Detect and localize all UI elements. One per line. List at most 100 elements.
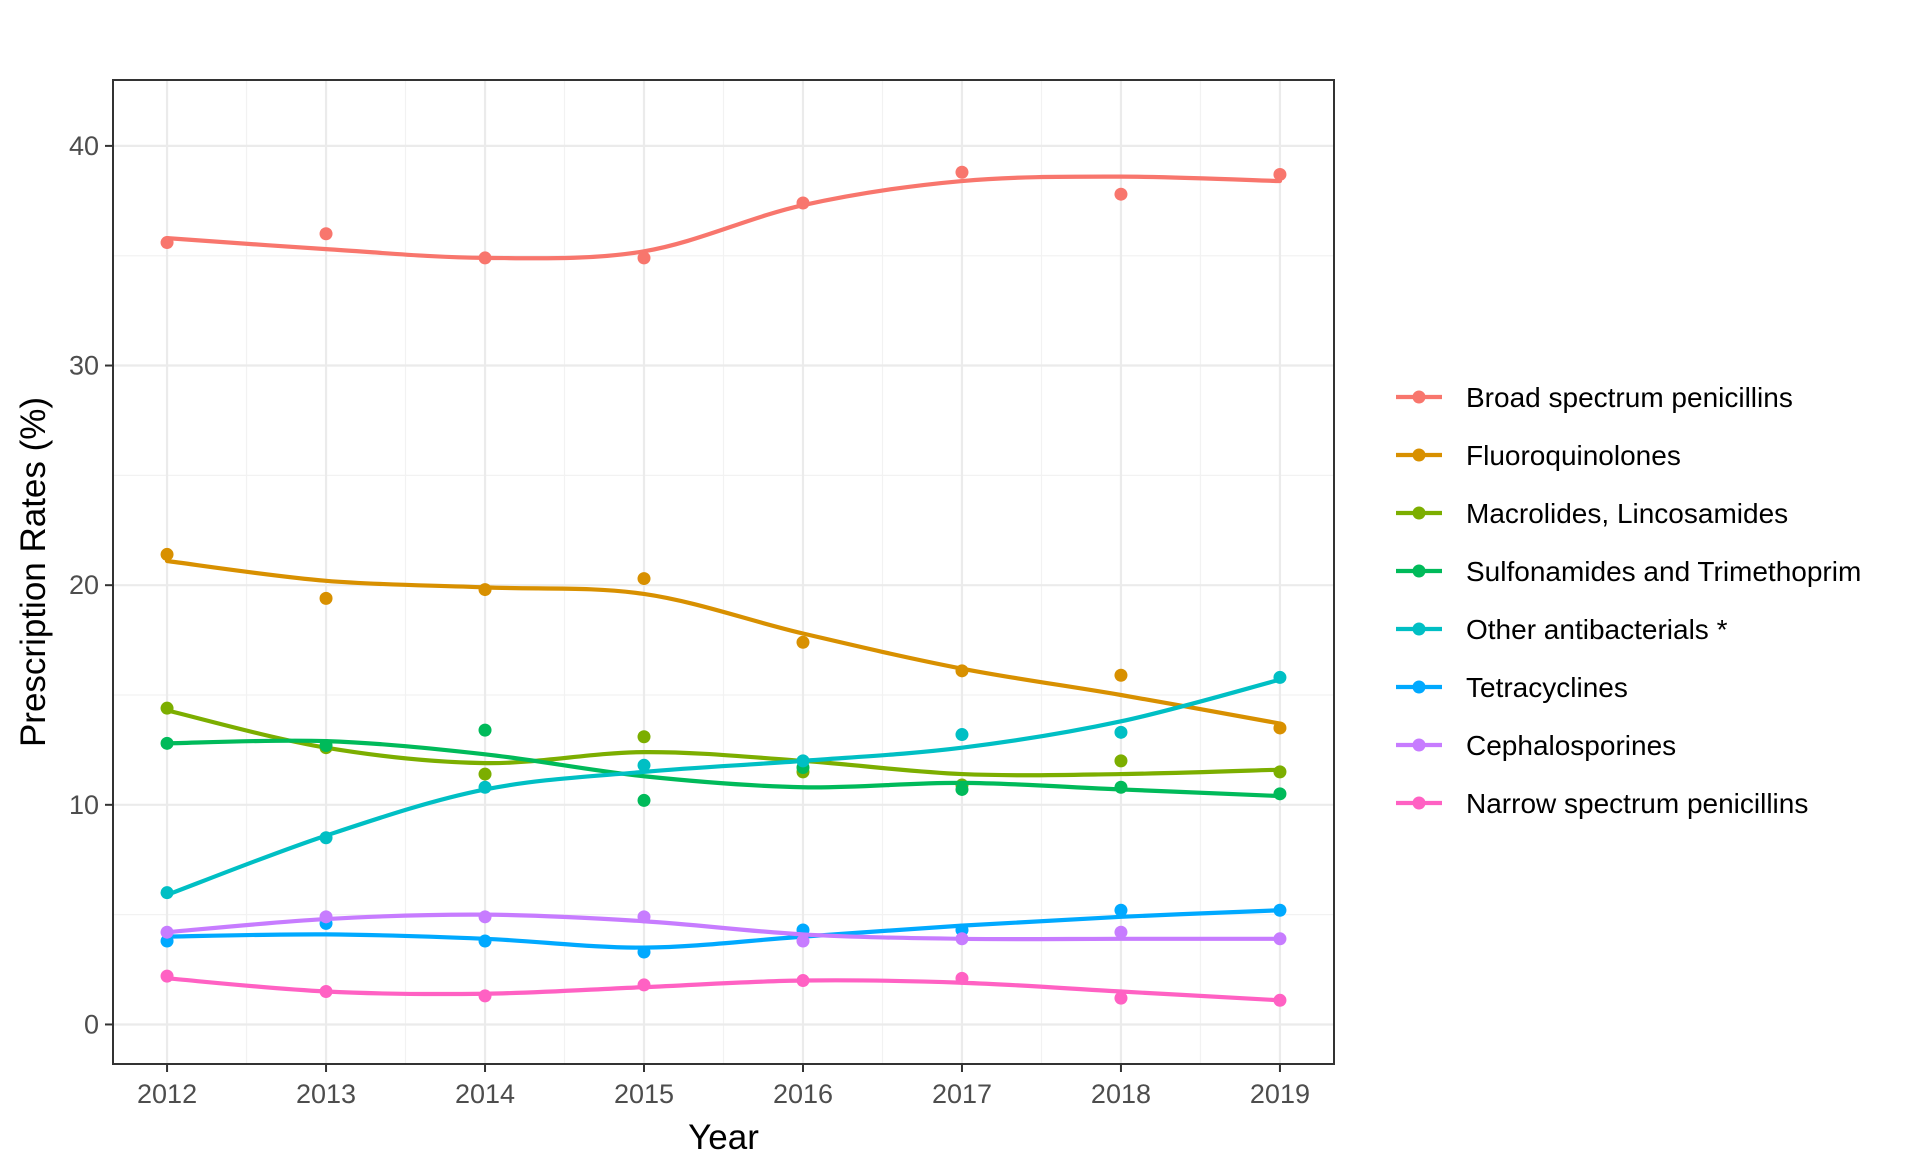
y-tick-label: 30 (69, 351, 99, 381)
data-point (1114, 754, 1128, 768)
panel-border (112, 79, 1335, 1065)
data-point (1114, 925, 1128, 939)
data-point (637, 251, 651, 265)
data-point (955, 728, 969, 742)
data-point (478, 934, 492, 948)
x-tick-label: 2013 (296, 1079, 356, 1109)
legend-item: Cephalosporines (1396, 730, 1676, 761)
series-line (164, 912, 1283, 942)
series-line (164, 174, 1283, 261)
series-layer (160, 165, 1287, 1007)
data-point (319, 227, 333, 241)
data-point (478, 780, 492, 794)
series-1 (160, 547, 1287, 735)
data-point (796, 196, 810, 210)
x-tick-label: 2014 (455, 1079, 515, 1109)
data-point (796, 974, 810, 988)
x-axis: 2012 2013 2014 2015 2016 2017 2018 2019 (137, 1064, 1310, 1109)
data-point (955, 165, 969, 179)
series-6 (160, 910, 1287, 948)
legend-key-point (1412, 506, 1426, 520)
legend-label: Tetracyclines (1466, 672, 1628, 703)
legend-key-point (1412, 680, 1426, 694)
data-point (955, 664, 969, 678)
legend-label: Sulfonamides and Trimethoprim (1466, 556, 1861, 587)
legend-key-point (1412, 738, 1426, 752)
data-point (1273, 765, 1287, 779)
series-line (164, 708, 1283, 778)
data-point (637, 978, 651, 992)
legend-label: Macrolides, Lincosamides (1466, 498, 1788, 529)
legend-label: Fluoroquinolones (1466, 440, 1681, 471)
legend-item: Sulfonamides and Trimethoprim (1396, 556, 1861, 587)
data-point (319, 985, 333, 999)
x-tick-label: 2016 (773, 1079, 833, 1109)
data-point (1273, 167, 1287, 181)
data-point (1114, 991, 1128, 1005)
x-axis-title: Year (688, 1118, 759, 1157)
series-0 (160, 165, 1287, 265)
data-point (1114, 668, 1128, 682)
legend-key-point (1412, 796, 1426, 810)
legend-item: Narrow spectrum penicillins (1396, 788, 1808, 819)
data-point (478, 767, 492, 781)
data-point (955, 932, 969, 946)
data-point (955, 971, 969, 985)
data-point (478, 910, 492, 924)
data-point (1114, 903, 1128, 917)
data-point (637, 910, 651, 924)
legend-item: Broad spectrum penicillins (1396, 382, 1793, 413)
data-point (637, 945, 651, 959)
data-point (637, 758, 651, 772)
legend-label: Narrow spectrum penicillins (1466, 788, 1808, 819)
data-point (160, 925, 174, 939)
series-7 (160, 969, 1287, 1007)
data-point (319, 831, 333, 845)
series-line (164, 677, 1283, 897)
x-tick-label: 2015 (614, 1079, 674, 1109)
legend: Broad spectrum penicillins Fluoroquinolon… (1396, 382, 1861, 819)
data-point (160, 969, 174, 983)
data-point (160, 886, 174, 900)
legend-label: Other antibacterials * (1466, 614, 1728, 645)
data-point (796, 934, 810, 948)
data-point (160, 236, 174, 250)
series-line (164, 908, 1283, 950)
data-point (1114, 187, 1128, 201)
legend-label: Broad spectrum penicillins (1466, 382, 1793, 413)
x-tick-label: 2019 (1250, 1079, 1310, 1109)
y-tick-label: 10 (69, 790, 99, 820)
legend-key-point (1412, 390, 1426, 404)
legend-item: Macrolides, Lincosamides (1396, 498, 1788, 529)
data-point (1273, 993, 1287, 1007)
legend-key-point (1412, 564, 1426, 578)
data-point (319, 591, 333, 605)
x-tick-label: 2017 (932, 1079, 992, 1109)
series-4 (160, 670, 1287, 900)
data-point (637, 730, 651, 744)
data-point (1273, 932, 1287, 946)
y-tick-label: 20 (69, 570, 99, 600)
data-point (796, 635, 810, 649)
y-tick-label: 0 (84, 1009, 99, 1039)
legend-key-point (1412, 448, 1426, 462)
data-point (160, 547, 174, 561)
y-axis: 0 10 20 30 40 (69, 131, 113, 1039)
minor-gridlines (113, 80, 1334, 1064)
data-point (319, 739, 333, 753)
data-point (160, 701, 174, 715)
data-point (478, 583, 492, 597)
data-point (1273, 721, 1287, 735)
data-point (1273, 903, 1287, 917)
data-point (1273, 670, 1287, 684)
data-point (1114, 725, 1128, 739)
legend-key-point (1412, 622, 1426, 636)
data-point (637, 572, 651, 586)
legend-item: Tetracyclines (1396, 672, 1628, 703)
series-line (164, 976, 1283, 1003)
series-3 (160, 723, 1287, 807)
data-point (637, 793, 651, 807)
legend-label: Cephalosporines (1466, 730, 1676, 761)
data-point (955, 782, 969, 796)
